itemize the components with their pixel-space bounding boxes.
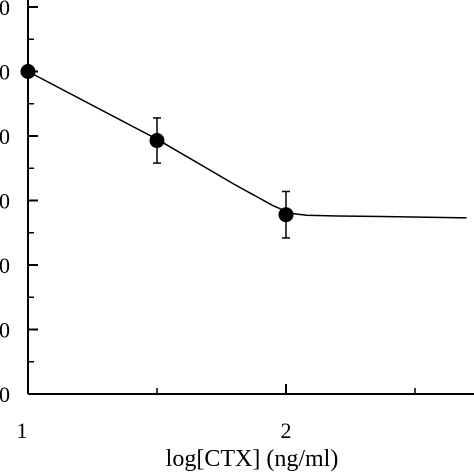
x-tick-label: 2: [281, 418, 292, 443]
data-point: [149, 133, 165, 149]
y-tick-label: 0: [0, 253, 10, 278]
y-tick-label: 0: [0, 189, 10, 214]
y-tick-label: 0: [0, 60, 10, 85]
error-bars: [153, 117, 290, 239]
x-tick-label: 1: [17, 418, 28, 443]
y-tick-label: 0: [0, 382, 10, 407]
data-points: [20, 64, 294, 223]
y-tick-label: 0: [0, 124, 10, 149]
y-tick-label: 0: [0, 0, 10, 20]
y-tick-label: 0: [0, 318, 10, 343]
data-point: [278, 207, 294, 223]
y-ticks: 0 0 0 0 0 0 0: [0, 0, 38, 407]
fit-curve: [27, 70, 467, 219]
data-point: [20, 64, 36, 79]
x-axis-title: log[CTX] (ng/ml): [166, 446, 339, 472]
